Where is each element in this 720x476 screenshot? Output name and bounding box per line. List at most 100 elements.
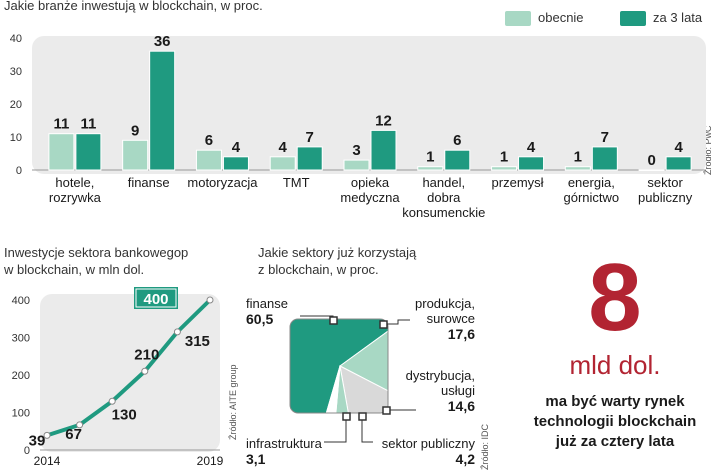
- value-badge: [134, 287, 178, 309]
- x-category-label: handel, dobra konsumenckie: [402, 175, 485, 220]
- y-tick-label: 0: [16, 165, 22, 177]
- pie-slice: [339, 319, 388, 409]
- bar-chart-panel: [32, 36, 706, 174]
- bar-value-label: 7: [601, 129, 609, 146]
- y-tick-label: 10: [10, 132, 22, 144]
- x-category-label: sektor publiczny: [638, 175, 693, 205]
- leader-node: [329, 316, 338, 325]
- slice-label: infrastruktura: [246, 436, 323, 451]
- leader-line: [361, 416, 373, 443]
- y-tick-label: 100: [12, 408, 30, 420]
- bar-value-label: 1: [500, 149, 508, 166]
- slice-value: 4,2: [456, 451, 476, 467]
- x-category-label: motoryzacja: [187, 175, 258, 190]
- bar-value-label: 4: [279, 139, 288, 156]
- legend-swatch-current: [505, 11, 531, 26]
- highlight-unit: mld dol.: [569, 350, 661, 380]
- highlight-description: ma być warty rynek technologii blockchai…: [533, 393, 697, 450]
- bar-value-label: 4: [527, 139, 536, 156]
- slice-label: sektor publiczny: [382, 436, 476, 451]
- slice-label: produkcja, surowce: [415, 296, 475, 326]
- pie-slice: [339, 365, 388, 413]
- legend-label-current: obecnie: [538, 10, 584, 25]
- leader-line: [383, 319, 410, 325]
- data-label: 130: [112, 406, 137, 423]
- bar-value-label: 6: [453, 132, 461, 149]
- bar-value-label: 1: [574, 149, 582, 166]
- y-tick-label: 30: [10, 66, 22, 78]
- bar-current: [195, 149, 222, 171]
- data-label: 315: [185, 333, 210, 350]
- bar-future: [591, 146, 618, 171]
- data-point: [43, 431, 51, 439]
- bar-value-label: 4: [674, 139, 683, 156]
- bar-future: [296, 146, 323, 171]
- bar-current: [417, 166, 444, 171]
- pie-chart-title: Jakie sektory już korzystają z blockchai…: [258, 245, 417, 277]
- data-point: [206, 296, 214, 304]
- pie-slice: [331, 365, 357, 413]
- x-category-label: TMT: [283, 175, 310, 190]
- bar-future: [370, 129, 397, 171]
- slice-value: 3,1: [246, 451, 266, 467]
- bar-value-label: 0: [647, 152, 655, 169]
- x-tick-label: 2019: [197, 454, 224, 468]
- pie-frame: [289, 318, 389, 414]
- line-chart-title: Inwestycje sektora bankowegop w blockcha…: [4, 245, 189, 277]
- slice-value: 14,6: [448, 398, 475, 414]
- bar-value-label: 12: [375, 112, 392, 129]
- y-tick-label: 300: [12, 333, 30, 345]
- bar-current: [343, 159, 370, 171]
- bar-future: [665, 156, 692, 171]
- data-label: 39: [29, 432, 46, 449]
- bar-current: [491, 166, 518, 171]
- bar-future: [444, 149, 471, 171]
- bar-current: [48, 133, 75, 171]
- leader-node: [382, 406, 391, 415]
- leader-node: [379, 320, 388, 329]
- legend-swatch-future: [620, 11, 646, 26]
- data-point: [141, 367, 149, 375]
- bar-future: [149, 50, 176, 171]
- bar-future: [518, 156, 545, 171]
- bar-value-label: 4: [232, 139, 241, 156]
- data-label: 67: [65, 426, 82, 443]
- leader-node: [358, 412, 367, 421]
- bar-future: [75, 133, 102, 171]
- series-line: [46, 298, 212, 438]
- y-tick-label: 40: [10, 33, 22, 45]
- highlight-number: 8: [588, 244, 642, 351]
- bar-current: [269, 156, 296, 171]
- x-category-label: hotele, rozrywka: [49, 175, 102, 205]
- y-tick-label: 200: [12, 370, 30, 382]
- data-point: [108, 397, 116, 405]
- x-category-label: opieka medyczna: [340, 175, 400, 205]
- bar-value-label: 3: [352, 142, 360, 159]
- y-tick-label: 400: [12, 295, 30, 307]
- bar-chart-title: Jakie branże inwestują w blockchain, w p…: [4, 0, 263, 13]
- x-category-label: przemysł: [492, 175, 544, 190]
- bar-future: [222, 156, 249, 171]
- data-label: 210: [134, 346, 159, 363]
- data-point: [173, 328, 181, 336]
- bar-value-label: 9: [131, 122, 139, 139]
- bar-value-label: 1: [426, 149, 434, 166]
- bar-current: [638, 169, 665, 171]
- data-point: [76, 421, 84, 429]
- line-chart: 0 100 200 300 400 2014 2019 39 67 130 210 315 400: [12, 287, 224, 468]
- pie-slice: [314, 365, 341, 413]
- bar-value-label: 7: [306, 129, 314, 146]
- leader-node: [342, 412, 351, 421]
- leader-line: [324, 416, 347, 443]
- x-category-label: energia, górnictwo: [564, 175, 620, 205]
- y-tick-label: 0: [24, 445, 30, 457]
- x-category-label: finanse: [128, 175, 170, 190]
- slice-value: 17,6: [448, 326, 475, 342]
- data-label: 400: [143, 291, 168, 308]
- bar-value-label: 36: [154, 33, 171, 50]
- slice-value: 60,5: [246, 311, 273, 327]
- legend-label-future: za 3 lata: [653, 10, 703, 25]
- bar-value-label: 11: [53, 116, 69, 133]
